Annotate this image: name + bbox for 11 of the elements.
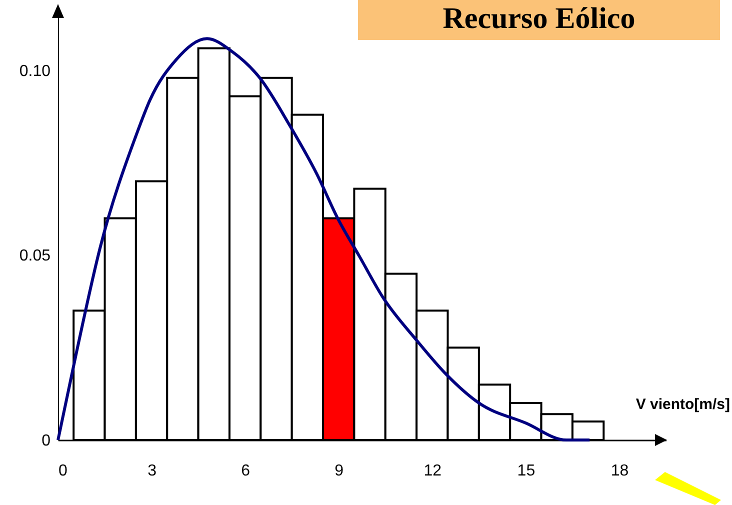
x-tick-label: 3: [148, 462, 157, 480]
x-tick-label: 15: [517, 462, 536, 480]
x-tick-label: 6: [241, 462, 250, 480]
x-tick-label: 12: [424, 462, 442, 480]
x-tick-label: 9: [334, 462, 344, 480]
y-tick-label: 0: [42, 432, 51, 450]
x-tick-label: 18: [610, 462, 629, 480]
x-tick-label: 0: [58, 462, 68, 480]
y-tick-label: 0.10: [19, 62, 51, 80]
x-axis-title: V viento[m/s]: [636, 396, 730, 413]
y-tick-label: 0.05: [19, 248, 51, 265]
